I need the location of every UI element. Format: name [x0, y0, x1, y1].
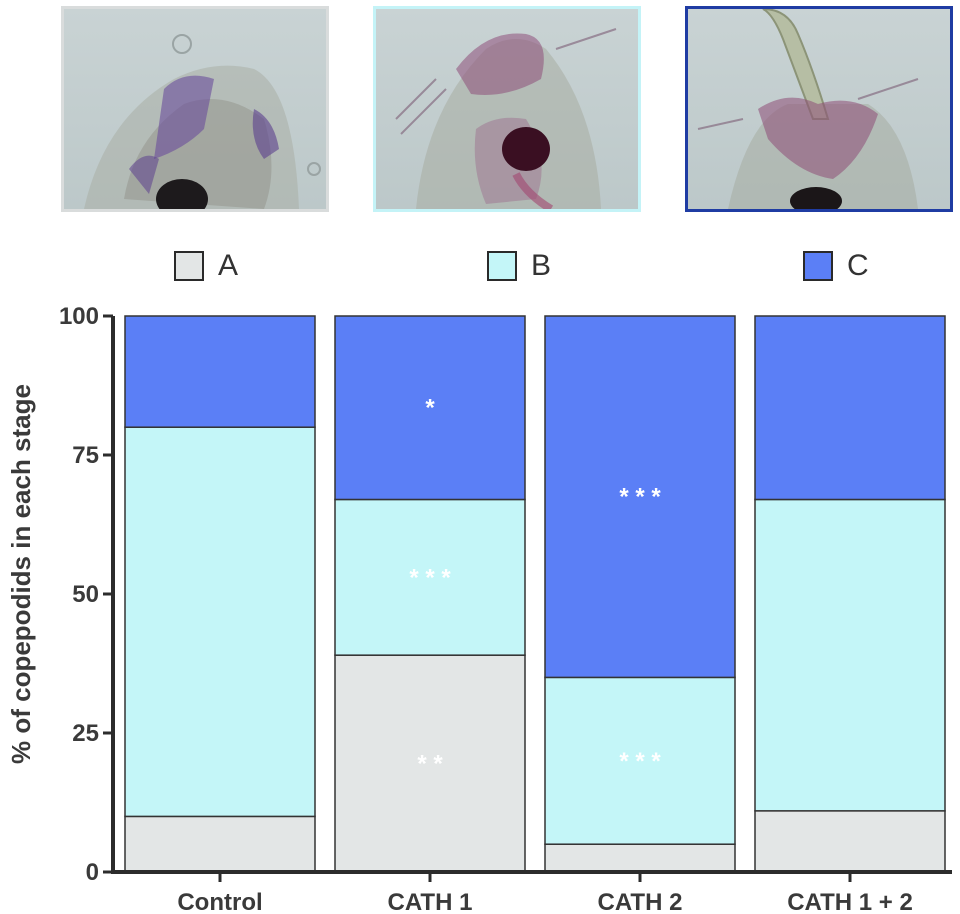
bar-segment-control-b	[124, 426, 316, 818]
legend-label-c: C	[847, 249, 869, 282]
y-tick-label-0: 0	[86, 859, 99, 886]
significance-label-cath-2-c: * * *	[619, 484, 661, 511]
significance-label-cath-1-b: * * *	[409, 564, 451, 591]
y-tick-label-75: 75	[72, 442, 99, 469]
bar-group	[124, 315, 946, 873]
x-tick-label-cath-1-2: CATH 1 + 2	[787, 889, 913, 914]
legend-label-a: A	[218, 249, 239, 282]
significance-annotations: * * * * * * * * * * * *	[409, 395, 661, 778]
stage-b-micrograph-image	[395, 28, 617, 209]
x-tick-label-control: Control	[177, 889, 262, 914]
stage-c-micrograph-image	[697, 9, 919, 209]
stage-a-micrograph-image	[84, 34, 321, 209]
bar-segment-cath-1-2-a	[754, 810, 946, 873]
bar-segment-cath-1-a	[334, 654, 526, 873]
bar-segment-cath-2-b	[544, 676, 736, 845]
legend-swatch-a	[174, 251, 204, 281]
significance-label-cath-1-c: *	[425, 395, 435, 422]
bar-segment-cath-2-a	[544, 843, 736, 873]
legend-swatch-c	[803, 251, 833, 281]
legend-item-c: C	[803, 248, 869, 284]
axes: Control CATH 1 CATH 2 CATH 1 + 2 0 25 50 75 100	[59, 303, 952, 914]
significance-label-cath-2-b: * * *	[619, 748, 661, 775]
y-tick-label-100: 100	[59, 303, 99, 330]
y-axis-label: % of copepodids in each stage	[6, 384, 36, 764]
y-tick-label-50: 50	[72, 581, 99, 608]
bar-segment-cath-1-2-c	[754, 315, 946, 501]
bar-segment-cath-1-b	[334, 498, 526, 656]
legend-swatch-b	[487, 251, 517, 281]
y-tick-label-25: 25	[72, 720, 99, 747]
bar-segment-cath-1-c	[334, 315, 526, 501]
bar-segment-cath-2-c	[544, 315, 736, 679]
bar-segment-control-a	[124, 815, 316, 873]
x-tick-label-cath-1: CATH 1	[388, 889, 473, 914]
stage-c-micrograph	[685, 6, 953, 212]
bar-segment-control-c	[124, 315, 316, 428]
legend-label-b: B	[531, 249, 552, 282]
bar-segment-cath-1-2-b	[754, 498, 946, 812]
legend-item-b: B	[487, 248, 551, 284]
x-tick-label-cath-2: CATH 2	[598, 889, 683, 914]
stage-a-micrograph	[61, 6, 329, 212]
stage-b-micrograph	[373, 6, 641, 212]
legend-item-a: A	[174, 248, 238, 284]
significance-label-cath-1-a: * *	[417, 751, 443, 778]
